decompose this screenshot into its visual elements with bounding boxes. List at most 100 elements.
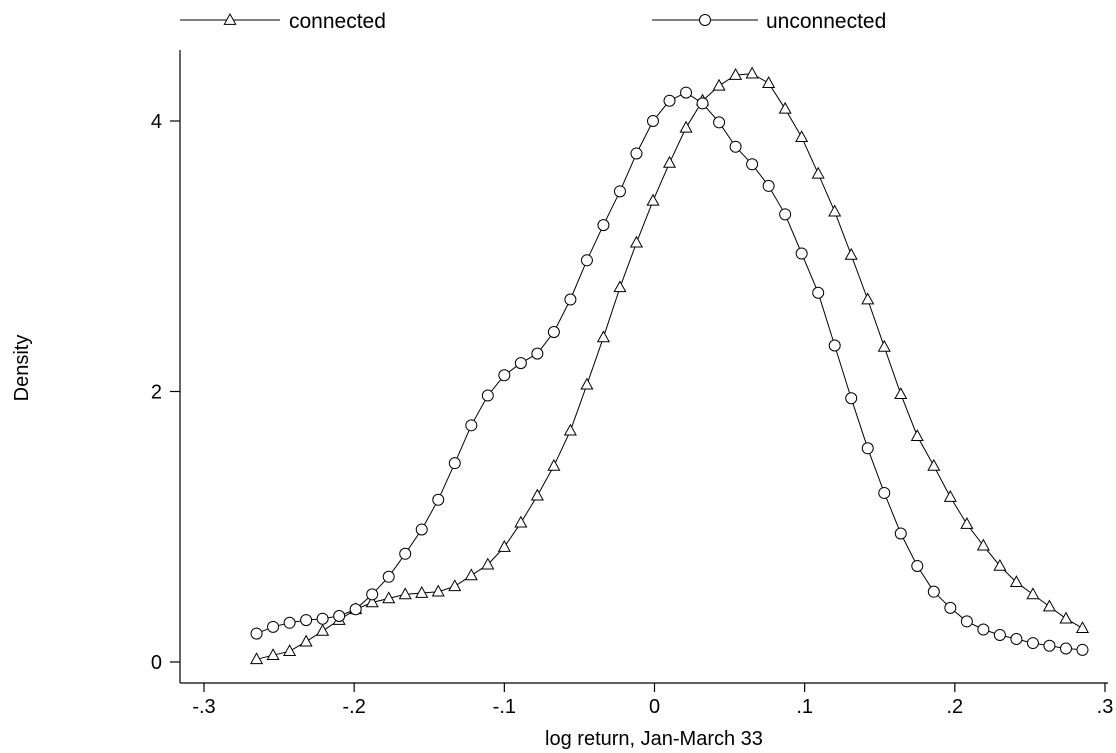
data-point-unconnected bbox=[349, 603, 362, 616]
data-point-unconnected bbox=[944, 601, 957, 614]
data-point-unconnected bbox=[960, 615, 973, 628]
data-point-unconnected bbox=[927, 585, 940, 598]
data-point-unconnected bbox=[580, 254, 593, 267]
data-point-connected bbox=[844, 247, 858, 260]
data-point-connected bbox=[629, 235, 644, 248]
data-point-unconnected bbox=[663, 94, 676, 107]
data-point-unconnected bbox=[812, 286, 825, 299]
x-tick-label: -.2 bbox=[342, 696, 365, 718]
data-point-unconnected bbox=[630, 147, 643, 160]
data-point-unconnected bbox=[911, 559, 924, 572]
data-point-connected bbox=[250, 652, 264, 665]
data-point-connected bbox=[530, 488, 544, 501]
x-tick-label: .2 bbox=[946, 696, 963, 718]
data-point-connected bbox=[580, 377, 594, 390]
data-point-unconnected bbox=[333, 610, 346, 623]
data-point-unconnected bbox=[646, 115, 659, 127]
data-point-unconnected bbox=[1026, 637, 1039, 650]
y-axis-label: Density bbox=[11, 335, 33, 402]
data-point-connected bbox=[745, 66, 759, 79]
legend-item-connected: connected bbox=[180, 10, 386, 33]
data-point-unconnected bbox=[845, 392, 858, 405]
data-point-connected bbox=[861, 292, 875, 305]
data-point-unconnected bbox=[878, 486, 891, 499]
data-point-connected bbox=[415, 585, 429, 598]
legend-label: connected bbox=[289, 10, 386, 33]
data-point-unconnected bbox=[564, 293, 577, 306]
data-point-connected bbox=[266, 648, 280, 661]
data-point-connected bbox=[1009, 575, 1023, 588]
data-point-connected bbox=[662, 155, 677, 168]
data-point-connected bbox=[828, 204, 842, 217]
data-point-connected bbox=[382, 591, 396, 604]
data-point-unconnected bbox=[894, 527, 907, 540]
data-point-connected bbox=[596, 330, 610, 343]
legend-label: unconnected bbox=[766, 10, 886, 33]
data-point-connected bbox=[514, 515, 528, 528]
data-point-unconnected bbox=[481, 389, 494, 402]
data-point-unconnected bbox=[415, 523, 428, 536]
y-tick-label: 4 bbox=[151, 111, 162, 133]
data-point-connected bbox=[960, 517, 974, 529]
data-point-unconnected bbox=[828, 339, 841, 352]
data-point-unconnected bbox=[597, 219, 610, 232]
data-point-unconnected bbox=[531, 347, 544, 360]
data-point-unconnected bbox=[696, 97, 709, 110]
legend-marker-triangle bbox=[223, 12, 237, 25]
data-point-connected bbox=[712, 78, 726, 91]
data-point-unconnected bbox=[680, 86, 693, 99]
x-tick-label: -.3 bbox=[192, 696, 215, 718]
legend-item-unconnected: unconnected bbox=[652, 10, 886, 33]
x-tick-label: 0 bbox=[649, 696, 660, 718]
data-point-connected bbox=[927, 458, 941, 471]
data-point-connected bbox=[1026, 587, 1040, 600]
data-point-connected bbox=[1059, 611, 1073, 624]
legend: connected unconnected bbox=[180, 10, 886, 33]
series-line-unconnected bbox=[256, 92, 1083, 651]
data-point-unconnected bbox=[861, 442, 874, 455]
data-point-connected bbox=[398, 587, 412, 600]
data-point-connected bbox=[910, 429, 924, 441]
data-point-connected bbox=[431, 584, 445, 597]
data-point-connected bbox=[365, 595, 379, 608]
y-tick-label: 2 bbox=[151, 382, 162, 404]
data-point-unconnected bbox=[283, 616, 296, 629]
data-point-unconnected bbox=[448, 457, 461, 470]
data-point-connected bbox=[778, 101, 792, 114]
series-connected bbox=[250, 66, 1090, 665]
data-point-unconnected bbox=[382, 570, 395, 583]
data-point-connected bbox=[547, 458, 561, 471]
data-point-unconnected bbox=[746, 158, 759, 171]
data-point-connected bbox=[613, 280, 627, 293]
data-point-connected bbox=[497, 540, 511, 552]
x-tick-label: .3 bbox=[1097, 696, 1114, 718]
data-point-connected bbox=[283, 644, 297, 656]
data-point-unconnected bbox=[498, 369, 511, 382]
series-layer bbox=[250, 66, 1090, 665]
data-point-connected bbox=[729, 67, 743, 80]
x-tick-label: .1 bbox=[796, 696, 813, 718]
data-point-unconnected bbox=[729, 140, 742, 153]
data-point-connected bbox=[877, 339, 891, 352]
axes: 0 2 4 -.3 -.2 -.1 0 .1 .2 .3 bbox=[151, 50, 1113, 718]
data-point-unconnected bbox=[465, 419, 478, 432]
data-point-connected bbox=[646, 193, 660, 206]
data-point-unconnected bbox=[713, 116, 726, 129]
data-point-unconnected bbox=[613, 185, 626, 198]
data-point-unconnected bbox=[514, 357, 527, 370]
data-point-unconnected bbox=[762, 179, 775, 192]
data-point-unconnected bbox=[1010, 633, 1023, 646]
x-tick-label: -.1 bbox=[493, 696, 516, 718]
data-point-connected bbox=[993, 558, 1007, 571]
data-point-unconnected bbox=[1043, 639, 1056, 652]
data-point-connected bbox=[1042, 599, 1056, 612]
data-point-connected bbox=[316, 623, 330, 636]
data-point-connected bbox=[679, 120, 693, 133]
data-point-connected bbox=[795, 130, 809, 143]
data-point-connected bbox=[299, 634, 313, 647]
data-point-connected bbox=[976, 538, 990, 551]
data-point-unconnected bbox=[316, 612, 329, 625]
data-point-unconnected bbox=[1059, 642, 1072, 655]
data-point-unconnected bbox=[993, 628, 1006, 641]
